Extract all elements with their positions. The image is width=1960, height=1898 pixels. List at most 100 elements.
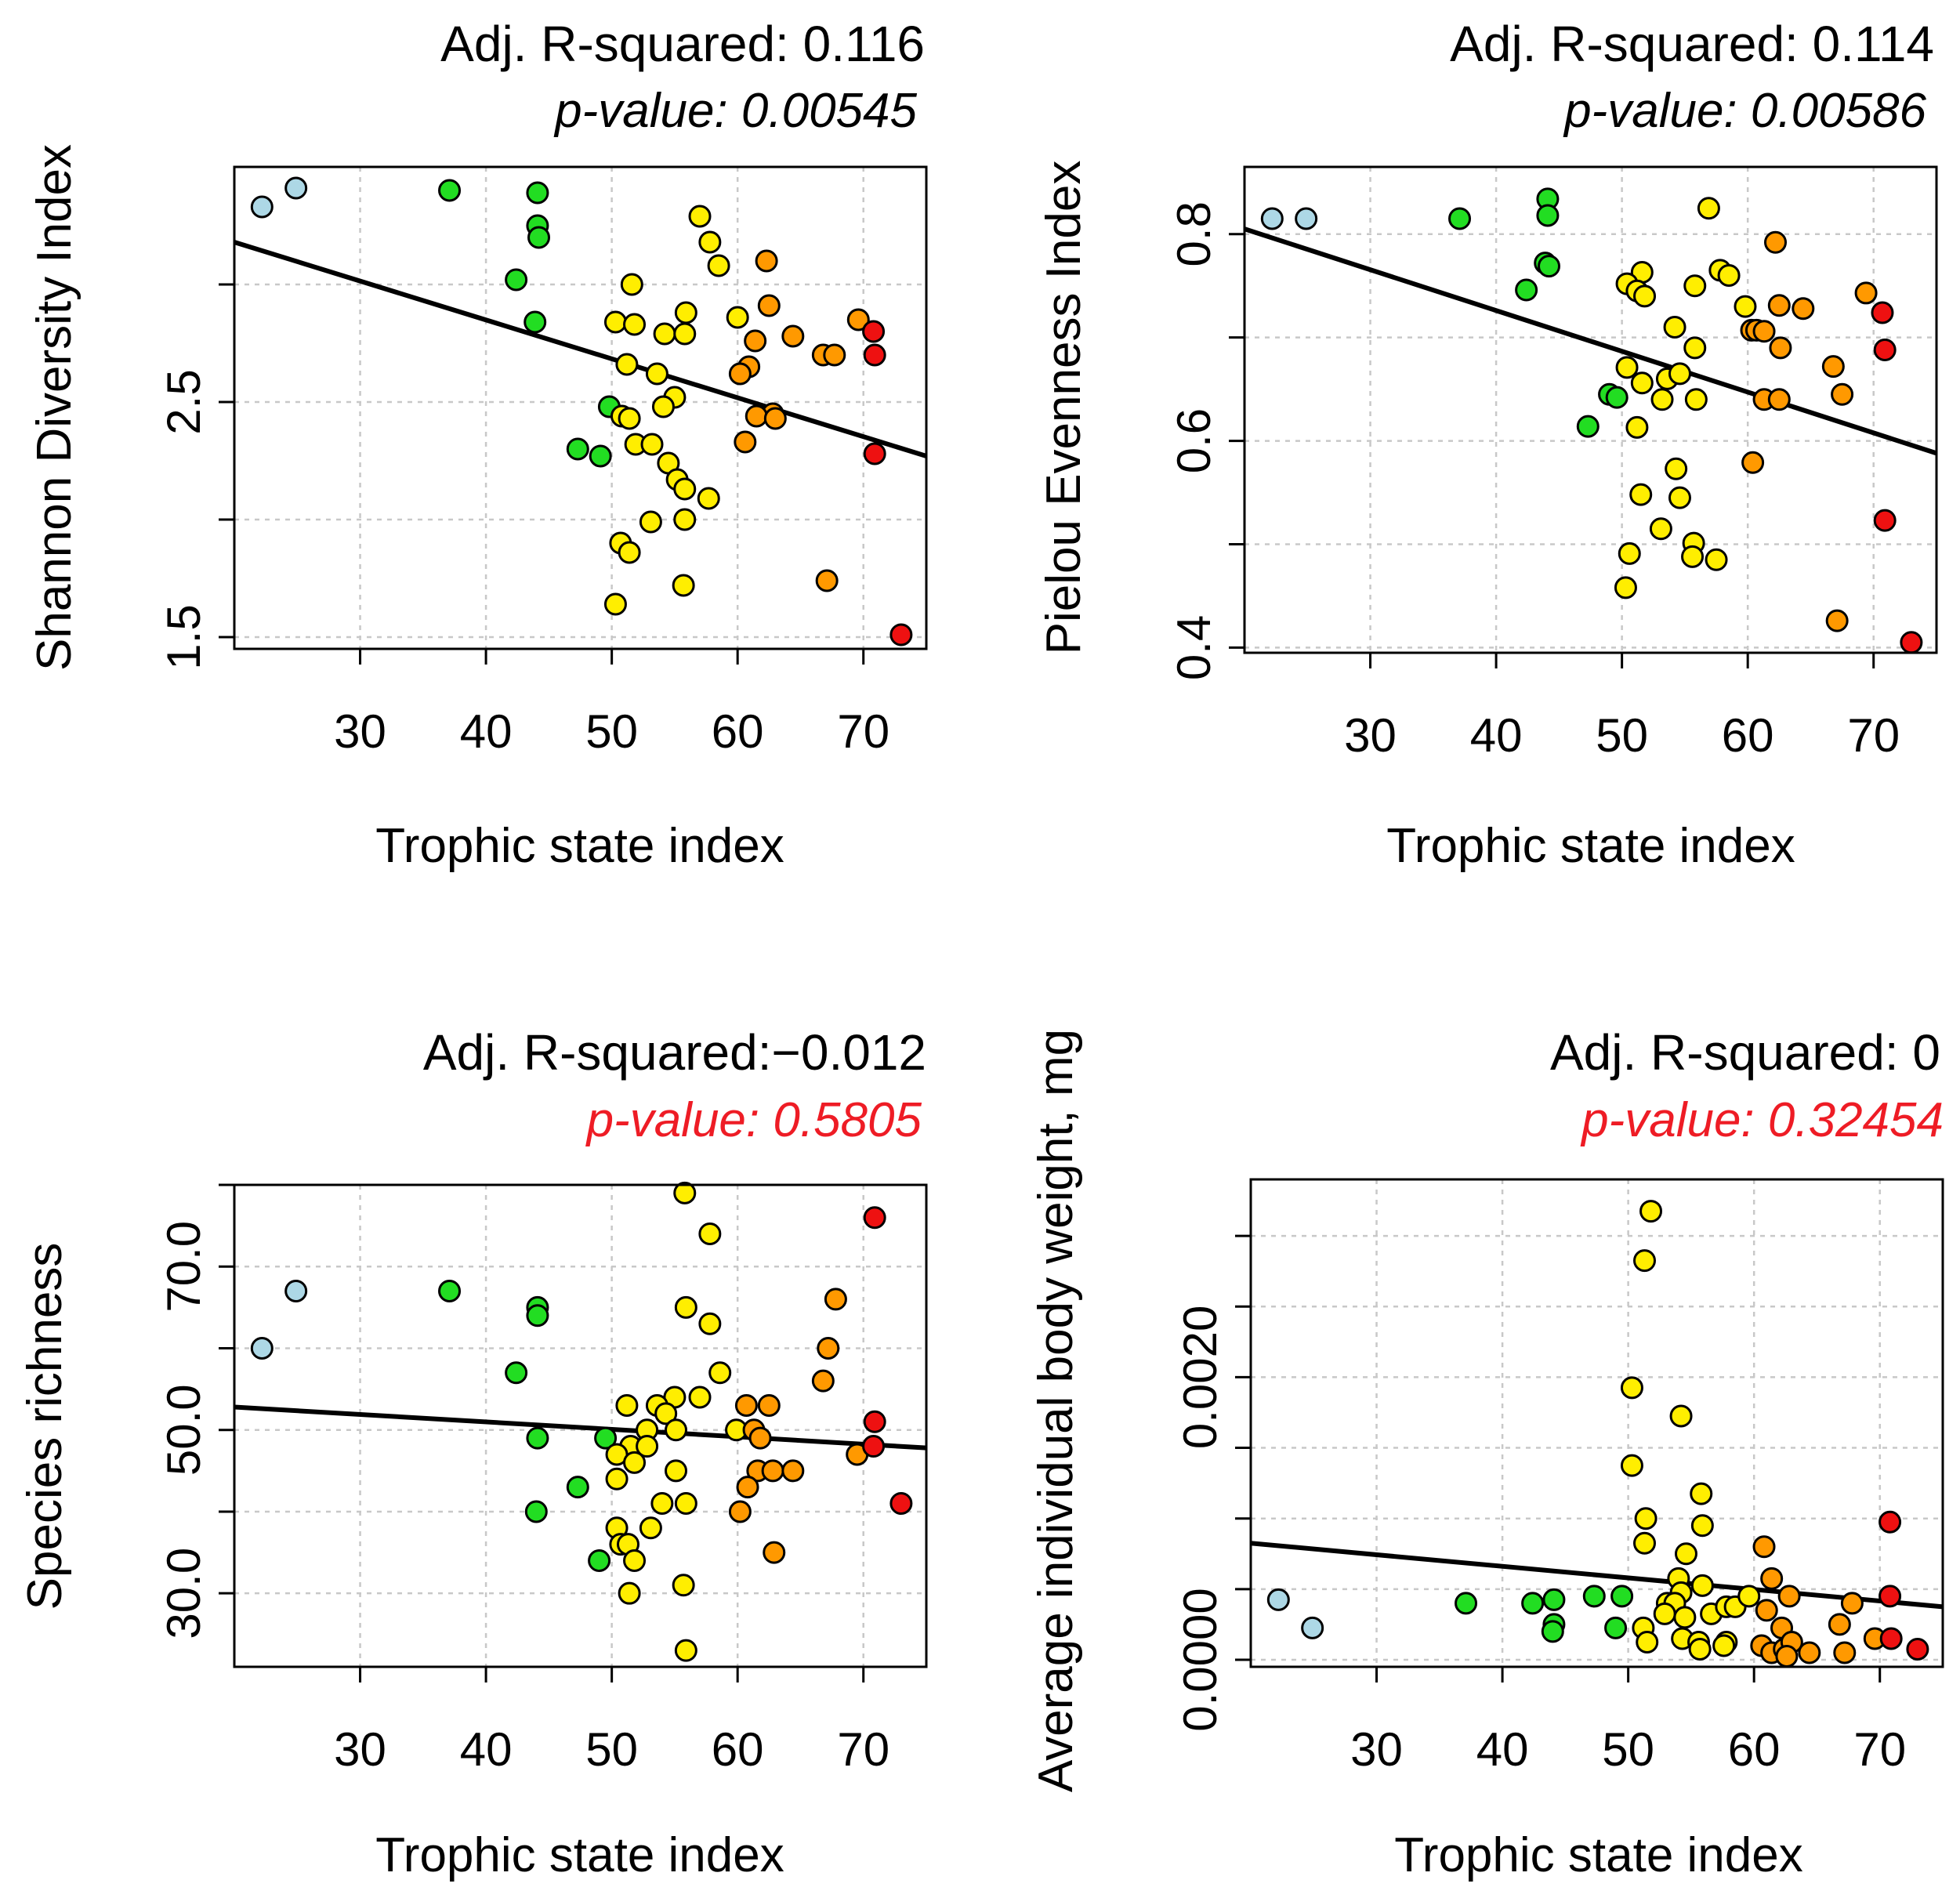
data-point-hypereutrophic_low — [1775, 1644, 1799, 1668]
data-point-eutrophic — [1737, 1585, 1761, 1608]
data-point-eutrophic — [1688, 1637, 1712, 1661]
data-point-oligotrophic — [1260, 207, 1284, 230]
x-tick-label: 40 — [1470, 709, 1523, 762]
data-point-hypereutrophic_high — [1900, 631, 1923, 654]
data-point-mesotrophic — [1610, 1585, 1634, 1608]
data-point-eutrophic — [707, 254, 730, 277]
data-point-eutrophic — [672, 574, 695, 597]
fit-line-shannon — [234, 240, 927, 458]
data-point-hypereutrophic_low — [1752, 320, 1776, 343]
data-point-mesotrophic — [1521, 1592, 1545, 1615]
data-point-hypereutrophic_low — [823, 343, 846, 367]
data-point-eutrophic — [1684, 388, 1708, 411]
data-point-mesotrophic — [1541, 1620, 1564, 1643]
data-point-hypereutrophic_high — [863, 1410, 886, 1433]
title-bodyweight: Adj. R-squared: 0 — [1550, 1024, 1940, 1081]
data-point-hypereutrophic_high — [889, 623, 913, 647]
data-point-eutrophic — [1633, 1249, 1657, 1273]
plot-frame-bodyweight — [1249, 1178, 1944, 1668]
data-point-hypereutrophic_low — [734, 430, 757, 454]
data-point-eutrophic — [623, 1451, 647, 1474]
subtitle-richness: p-value: 0.5805 — [585, 1093, 922, 1147]
data-point-hypereutrophic_low — [1840, 1592, 1864, 1615]
data-point-hypereutrophic_low — [748, 1426, 772, 1450]
data-point-mesotrophic — [594, 1426, 618, 1450]
data-point-mesotrophic — [1576, 415, 1600, 438]
data-point-hypereutrophic_low — [1821, 355, 1845, 379]
x-tick-label: 40 — [460, 705, 513, 758]
data-point-hypereutrophic_low — [1760, 1567, 1784, 1590]
subtitle-bodyweight: p-value: 0.32454 — [1580, 1093, 1944, 1147]
data-point-eutrophic — [1673, 1606, 1697, 1629]
data-point-eutrophic — [1649, 517, 1672, 541]
ylabel-shannon: Shannon Diversity Index — [27, 144, 82, 671]
x-tick-label: 70 — [1847, 709, 1900, 762]
data-point-eutrophic — [688, 1385, 712, 1409]
data-point-hypereutrophic_low — [761, 1459, 784, 1483]
data-point-eutrophic — [1633, 1531, 1657, 1555]
ticks-shannon: 30 40 50 60 70 1.5 2.5 — [158, 283, 889, 758]
data-point-eutrophic — [1690, 1574, 1714, 1597]
data-point-eutrophic — [1633, 284, 1657, 308]
data-point-hypereutrophic_low — [824, 1288, 847, 1311]
data-point-hypereutrophic_low — [781, 324, 805, 348]
points-shannon — [250, 176, 913, 647]
data-point-eutrophic — [726, 306, 749, 329]
data-point-mesotrophic — [527, 226, 551, 249]
data-point-eutrophic — [653, 322, 676, 346]
data-point-mesotrophic — [1542, 1588, 1566, 1611]
x-tick-label: 30 — [1344, 709, 1397, 762]
data-point-hypereutrophic_low — [1792, 297, 1815, 321]
y-tick-label: 2.5 — [158, 369, 210, 434]
data-point-mesotrophic — [1605, 386, 1629, 409]
data-point-oligotrophic — [250, 1336, 274, 1360]
data-point-eutrophic — [1690, 1482, 1713, 1505]
xlabel-richness: Trophic state index — [375, 1828, 784, 1882]
data-point-eutrophic — [1683, 336, 1707, 360]
data-point-eutrophic — [1734, 295, 1757, 318]
data-point-eutrophic — [708, 1361, 732, 1385]
data-point-mesotrophic — [1515, 278, 1538, 302]
panel-pielou: 30 40 50 60 70 0.4 0.6 0.8 Adj. R-squared: 0.11… — [1037, 16, 1938, 873]
data-point-eutrophic — [1636, 1630, 1659, 1654]
data-point-eutrophic — [1705, 548, 1728, 571]
data-point-eutrophic — [674, 1639, 697, 1662]
data-point-mesotrophic — [589, 444, 612, 468]
data-point-mesotrophic — [524, 310, 547, 334]
data-point-eutrophic — [1653, 1602, 1676, 1625]
data-point-hypereutrophic_low — [745, 404, 768, 428]
data-point-hypereutrophic_high — [889, 1492, 913, 1516]
xlabel-bodyweight: Trophic state index — [1394, 1828, 1803, 1882]
data-point-eutrophic — [1717, 264, 1741, 288]
data-point-hypereutrophic_low — [728, 1500, 752, 1523]
data-point-hypereutrophic_high — [863, 343, 886, 367]
points-pielou — [1260, 187, 1923, 654]
data-point-eutrophic — [698, 1222, 722, 1246]
data-point-eutrophic — [1650, 388, 1674, 411]
data-point-mesotrophic — [1538, 255, 1561, 278]
data-point-eutrophic — [673, 508, 697, 531]
data-point-mesotrophic — [438, 1280, 462, 1303]
x-tick-label: 60 — [712, 705, 764, 758]
data-point-eutrophic — [1620, 1376, 1643, 1400]
x-tick-label: 70 — [1853, 1723, 1906, 1776]
data-point-mesotrophic — [505, 268, 528, 292]
data-point-mesotrophic — [524, 1500, 548, 1523]
y-tick-label: 50.0 — [158, 1384, 210, 1476]
y-tick-label: 70.0 — [158, 1221, 210, 1313]
data-point-hypereutrophic_low — [815, 569, 839, 592]
x-tick-label: 50 — [585, 705, 638, 758]
data-point-eutrophic — [674, 1492, 697, 1516]
x-tick-label: 70 — [837, 705, 889, 758]
data-point-hypereutrophic_low — [1741, 451, 1765, 474]
plot-frame-shannon — [233, 165, 928, 650]
data-point-eutrophic — [1625, 415, 1649, 439]
data-point-hypereutrophic_low — [736, 1476, 759, 1499]
data-point-hypereutrophic_low — [1831, 382, 1854, 406]
data-point-eutrophic — [618, 541, 641, 564]
data-point-hypereutrophic_high — [862, 320, 886, 343]
data-point-hypereutrophic_low — [1764, 230, 1788, 254]
fit-line-pielou — [1244, 226, 1937, 456]
data-point-hypereutrophic_low — [734, 1393, 758, 1417]
data-point-hypereutrophic_low — [757, 1393, 781, 1417]
